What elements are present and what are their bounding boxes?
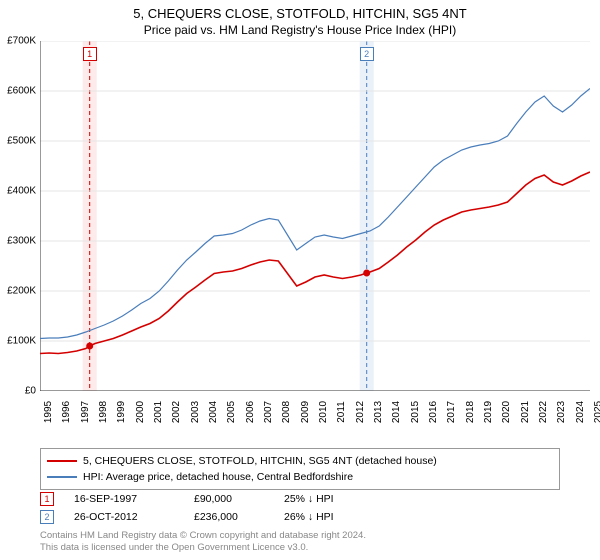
chart-svg [40,41,590,391]
x-tick-label: 2004 [208,401,219,423]
x-tick-label: 2018 [465,401,476,423]
x-tick-label: 1998 [98,401,109,423]
transaction-marker-icon: 1 [40,492,54,506]
x-tick-label: 2016 [428,401,439,423]
legend-label: HPI: Average price, detached house, Cent… [83,471,353,483]
transaction-row: 1 16-SEP-1997£90,00025% ↓ HPI [40,490,560,508]
chart-subtitle: Price paid vs. HM Land Registry's House … [0,21,600,41]
x-tick-label: 2012 [355,401,366,423]
x-tick-label: 1996 [61,401,72,423]
transaction-pct: 25% ↓ HPI [284,493,404,505]
footnote: Contains HM Land Registry data © Crown c… [40,530,560,554]
transaction-row: 2 26-OCT-2012£236,00026% ↓ HPI [40,508,560,526]
x-tick-label: 2015 [410,401,421,423]
y-tick-label: £100K [7,336,36,347]
chart-title: 5, CHEQUERS CLOSE, STOTFOLD, HITCHIN, SG… [0,0,600,21]
x-tick-label: 2009 [300,401,311,423]
legend-row: 5, CHEQUERS CLOSE, STOTFOLD, HITCHIN, SG… [47,453,553,469]
x-tick-label: 2008 [281,401,292,423]
x-tick-label: 2021 [520,401,531,423]
x-tick-label: 1997 [80,401,91,423]
footnote-line-1: Contains HM Land Registry data © Crown c… [40,530,366,541]
x-tick-label: 1995 [43,401,54,423]
transaction-marker-icon: 2 [40,510,54,524]
x-tick-label: 2001 [153,401,164,423]
y-tick-label: £200K [7,286,36,297]
x-tick-label: 2025 [593,401,600,423]
transaction-date: 26-OCT-2012 [74,511,194,523]
x-tick-label: 2023 [556,401,567,423]
x-tick-label: 2005 [226,401,237,423]
legend-row: HPI: Average price, detached house, Cent… [47,469,553,485]
x-tick-label: 2011 [336,401,347,423]
x-tick-label: 2019 [483,401,494,423]
x-tick-label: 2024 [575,401,586,423]
x-tick-label: 2013 [373,401,384,423]
chart-area: £0£100K£200K£300K£400K£500K£600K£700K 12 [40,41,600,401]
transaction-price: £236,000 [194,511,284,523]
legend-swatch [47,476,77,478]
y-axis-labels: £0£100K£200K£300K£400K£500K£600K£700K [0,41,38,401]
y-tick-label: £300K [7,236,36,247]
legend-label: 5, CHEQUERS CLOSE, STOTFOLD, HITCHIN, SG… [83,455,437,467]
x-tick-label: 1999 [116,401,127,423]
y-tick-label: £0 [25,386,36,397]
y-tick-label: £600K [7,86,36,97]
legend-box: 5, CHEQUERS CLOSE, STOTFOLD, HITCHIN, SG… [40,448,560,490]
transaction-marker-2: 2 [360,47,374,61]
x-tick-label: 2014 [391,401,402,423]
y-tick-label: £400K [7,186,36,197]
footnote-line-2: This data is licensed under the Open Gov… [40,542,308,553]
y-tick-label: £700K [7,36,36,47]
x-tick-label: 2000 [135,401,146,423]
x-tick-label: 2020 [501,401,512,423]
transaction-pct: 26% ↓ HPI [284,511,404,523]
x-tick-label: 2003 [190,401,201,423]
x-tick-label: 2007 [263,401,274,423]
transaction-price: £90,000 [194,493,284,505]
transaction-date: 16-SEP-1997 [74,493,194,505]
legend-swatch [47,460,77,462]
x-tick-label: 2002 [171,401,182,423]
y-tick-label: £500K [7,136,36,147]
x-tick-label: 2022 [538,401,549,423]
transaction-marker-1: 1 [83,47,97,61]
transaction-table: 1 16-SEP-1997£90,00025% ↓ HPI 2 26-OCT-2012… [40,490,560,526]
x-tick-label: 2006 [245,401,256,423]
x-tick-label: 2017 [446,401,457,423]
x-tick-label: 2010 [318,401,329,423]
chart-container: 5, CHEQUERS CLOSE, STOTFOLD, HITCHIN, SG… [0,0,600,560]
